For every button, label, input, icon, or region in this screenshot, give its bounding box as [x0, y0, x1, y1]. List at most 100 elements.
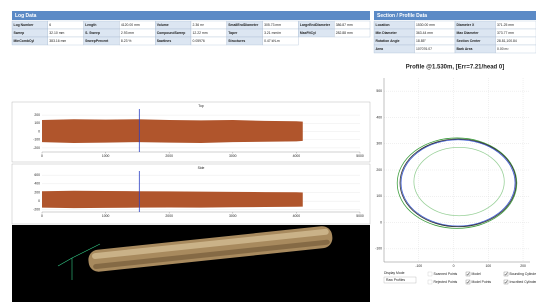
field-value: 386.87 mm	[336, 23, 353, 27]
x-tick-label: 0	[41, 214, 43, 218]
x-tick-label: 5000	[356, 214, 364, 218]
y-tick-label: -100	[33, 138, 40, 142]
y-tick-label: 200	[376, 168, 382, 172]
field-value: 0.47 kN-m	[264, 39, 280, 43]
field-label: Location	[376, 23, 390, 27]
chart-title: Top	[198, 104, 204, 108]
field-value: 28.81,100.84	[497, 39, 517, 43]
profile-title: Profile @1.530m, [Err=7.21/head 0]	[406, 65, 504, 71]
section-title: Section / Profile Data	[377, 13, 427, 19]
checkbox-label: Rejected Points	[434, 280, 458, 284]
field-value: 0.05976	[193, 39, 205, 43]
checkbox-label: Scanned Points	[434, 272, 458, 276]
y-tick-label: 0	[38, 199, 40, 203]
checkbox[interactable]	[466, 272, 470, 276]
field-label: Area	[376, 47, 384, 51]
y-tick-label: -200	[33, 208, 40, 212]
y-tick-label: 100	[376, 194, 382, 198]
log-data-title: Log Data	[15, 13, 37, 19]
y-tick-label: 500	[376, 89, 382, 93]
field-value: 373.77 mm	[497, 31, 514, 35]
field-value: 0.00 m²	[497, 47, 509, 51]
field-value-cell	[48, 21, 84, 29]
x-tick-label: 100	[485, 264, 491, 268]
field-label: Log Number	[14, 23, 35, 27]
field-value: 18.85°	[416, 39, 426, 43]
y-tick-label: 0	[380, 220, 382, 224]
y-tick-label: -200	[33, 146, 40, 150]
field-label: Length	[85, 23, 96, 27]
field-label: Max Diameter	[457, 31, 480, 35]
x-tick-label: 3000	[229, 154, 237, 158]
y-tick-label: 400	[34, 182, 40, 186]
log-band	[42, 119, 303, 143]
checkbox-label: Model	[472, 272, 481, 276]
field-label: Sawlines	[157, 39, 172, 43]
field-value: 2.36 m³	[193, 23, 205, 27]
field-value: 305.73 mm	[264, 23, 281, 27]
field-label: S. Sweep	[85, 31, 100, 35]
x-tick-label: 0	[41, 154, 43, 158]
display-mode-value: Raw Profiles	[386, 278, 405, 282]
x-tick-label: 0	[453, 264, 455, 268]
log-data-header	[12, 11, 370, 20]
field-label: Min Diameter	[376, 31, 398, 35]
checkbox[interactable]	[504, 272, 508, 276]
field-value: 8.23 %	[121, 39, 132, 43]
field-label: Bark Area	[457, 47, 473, 51]
y-tick-label: 400	[376, 115, 382, 119]
app-window: Log Data Section / Profile Data Log Numb…	[0, 0, 536, 302]
x-tick-label: 200	[520, 264, 526, 268]
field-label: Section Center	[457, 39, 482, 43]
x-tick-label: 1000	[102, 154, 110, 158]
field-label: LargeEndDiameter	[300, 23, 331, 27]
y-tick-label: 200	[34, 190, 40, 194]
x-tick-label: 4000	[293, 154, 301, 158]
field-label: Sweep	[14, 31, 25, 35]
y-tick-label: 100	[34, 121, 40, 125]
field-label: Diameter X	[457, 23, 475, 27]
x-tick-label: 5000	[356, 154, 364, 158]
checkbox[interactable]	[504, 280, 508, 284]
field-label: SweepPercent	[85, 39, 109, 43]
field-value: 4120.00 mm	[121, 23, 140, 27]
field-value: 32.10 mm	[49, 31, 64, 35]
x-tick-label: 3000	[229, 214, 237, 218]
field-label: SmallEndDiameter	[228, 23, 259, 27]
field-label: MinCombCyl	[14, 39, 35, 43]
field-value: 363.44 mm	[416, 31, 433, 35]
field-value: 1530.00 mm	[416, 23, 435, 27]
field-label: Volume	[157, 23, 169, 27]
checkbox-label: Bounding Cylinder	[510, 272, 536, 276]
field-value: 12.22 mm	[193, 31, 208, 35]
checkbox[interactable]	[466, 280, 470, 284]
field-value: 383.16 mm	[49, 39, 66, 43]
field-value: 282.88 mm	[336, 31, 353, 35]
field-label: Taper	[228, 31, 238, 35]
y-tick-label: 0	[38, 129, 40, 133]
y-tick-label: 300	[376, 142, 382, 146]
field-label: MaxFitCyl	[300, 31, 316, 35]
display-mode-label: Display Mode	[384, 271, 405, 275]
field-value: 3.21 mm/m	[264, 31, 281, 35]
chart-title: Side	[198, 166, 205, 170]
y-tick-label: 200	[34, 113, 40, 117]
field-label: Structures	[228, 39, 245, 43]
checkbox-label: Model Points	[472, 280, 492, 284]
x-tick-label: 4000	[293, 214, 301, 218]
x-tick-label: 2000	[165, 214, 173, 218]
3d-view	[12, 225, 370, 302]
y-tick-label: 600	[34, 173, 40, 177]
y-tick-label: -100	[375, 247, 382, 251]
field-label: CompoundSweep	[157, 31, 186, 35]
x-tick-label: 2000	[165, 154, 173, 158]
checkbox[interactable]	[428, 272, 432, 276]
x-tick-label: -100	[415, 264, 422, 268]
log-band	[42, 191, 303, 208]
field-value: 371.25 mm	[497, 23, 514, 27]
field-value: 2.93 mm	[121, 31, 134, 35]
checkbox[interactable]	[428, 280, 432, 284]
field-value: 6	[49, 23, 51, 27]
checkbox-label: Inscribed Cylinder	[510, 280, 536, 284]
field-label: Rotation Angle	[376, 39, 400, 43]
